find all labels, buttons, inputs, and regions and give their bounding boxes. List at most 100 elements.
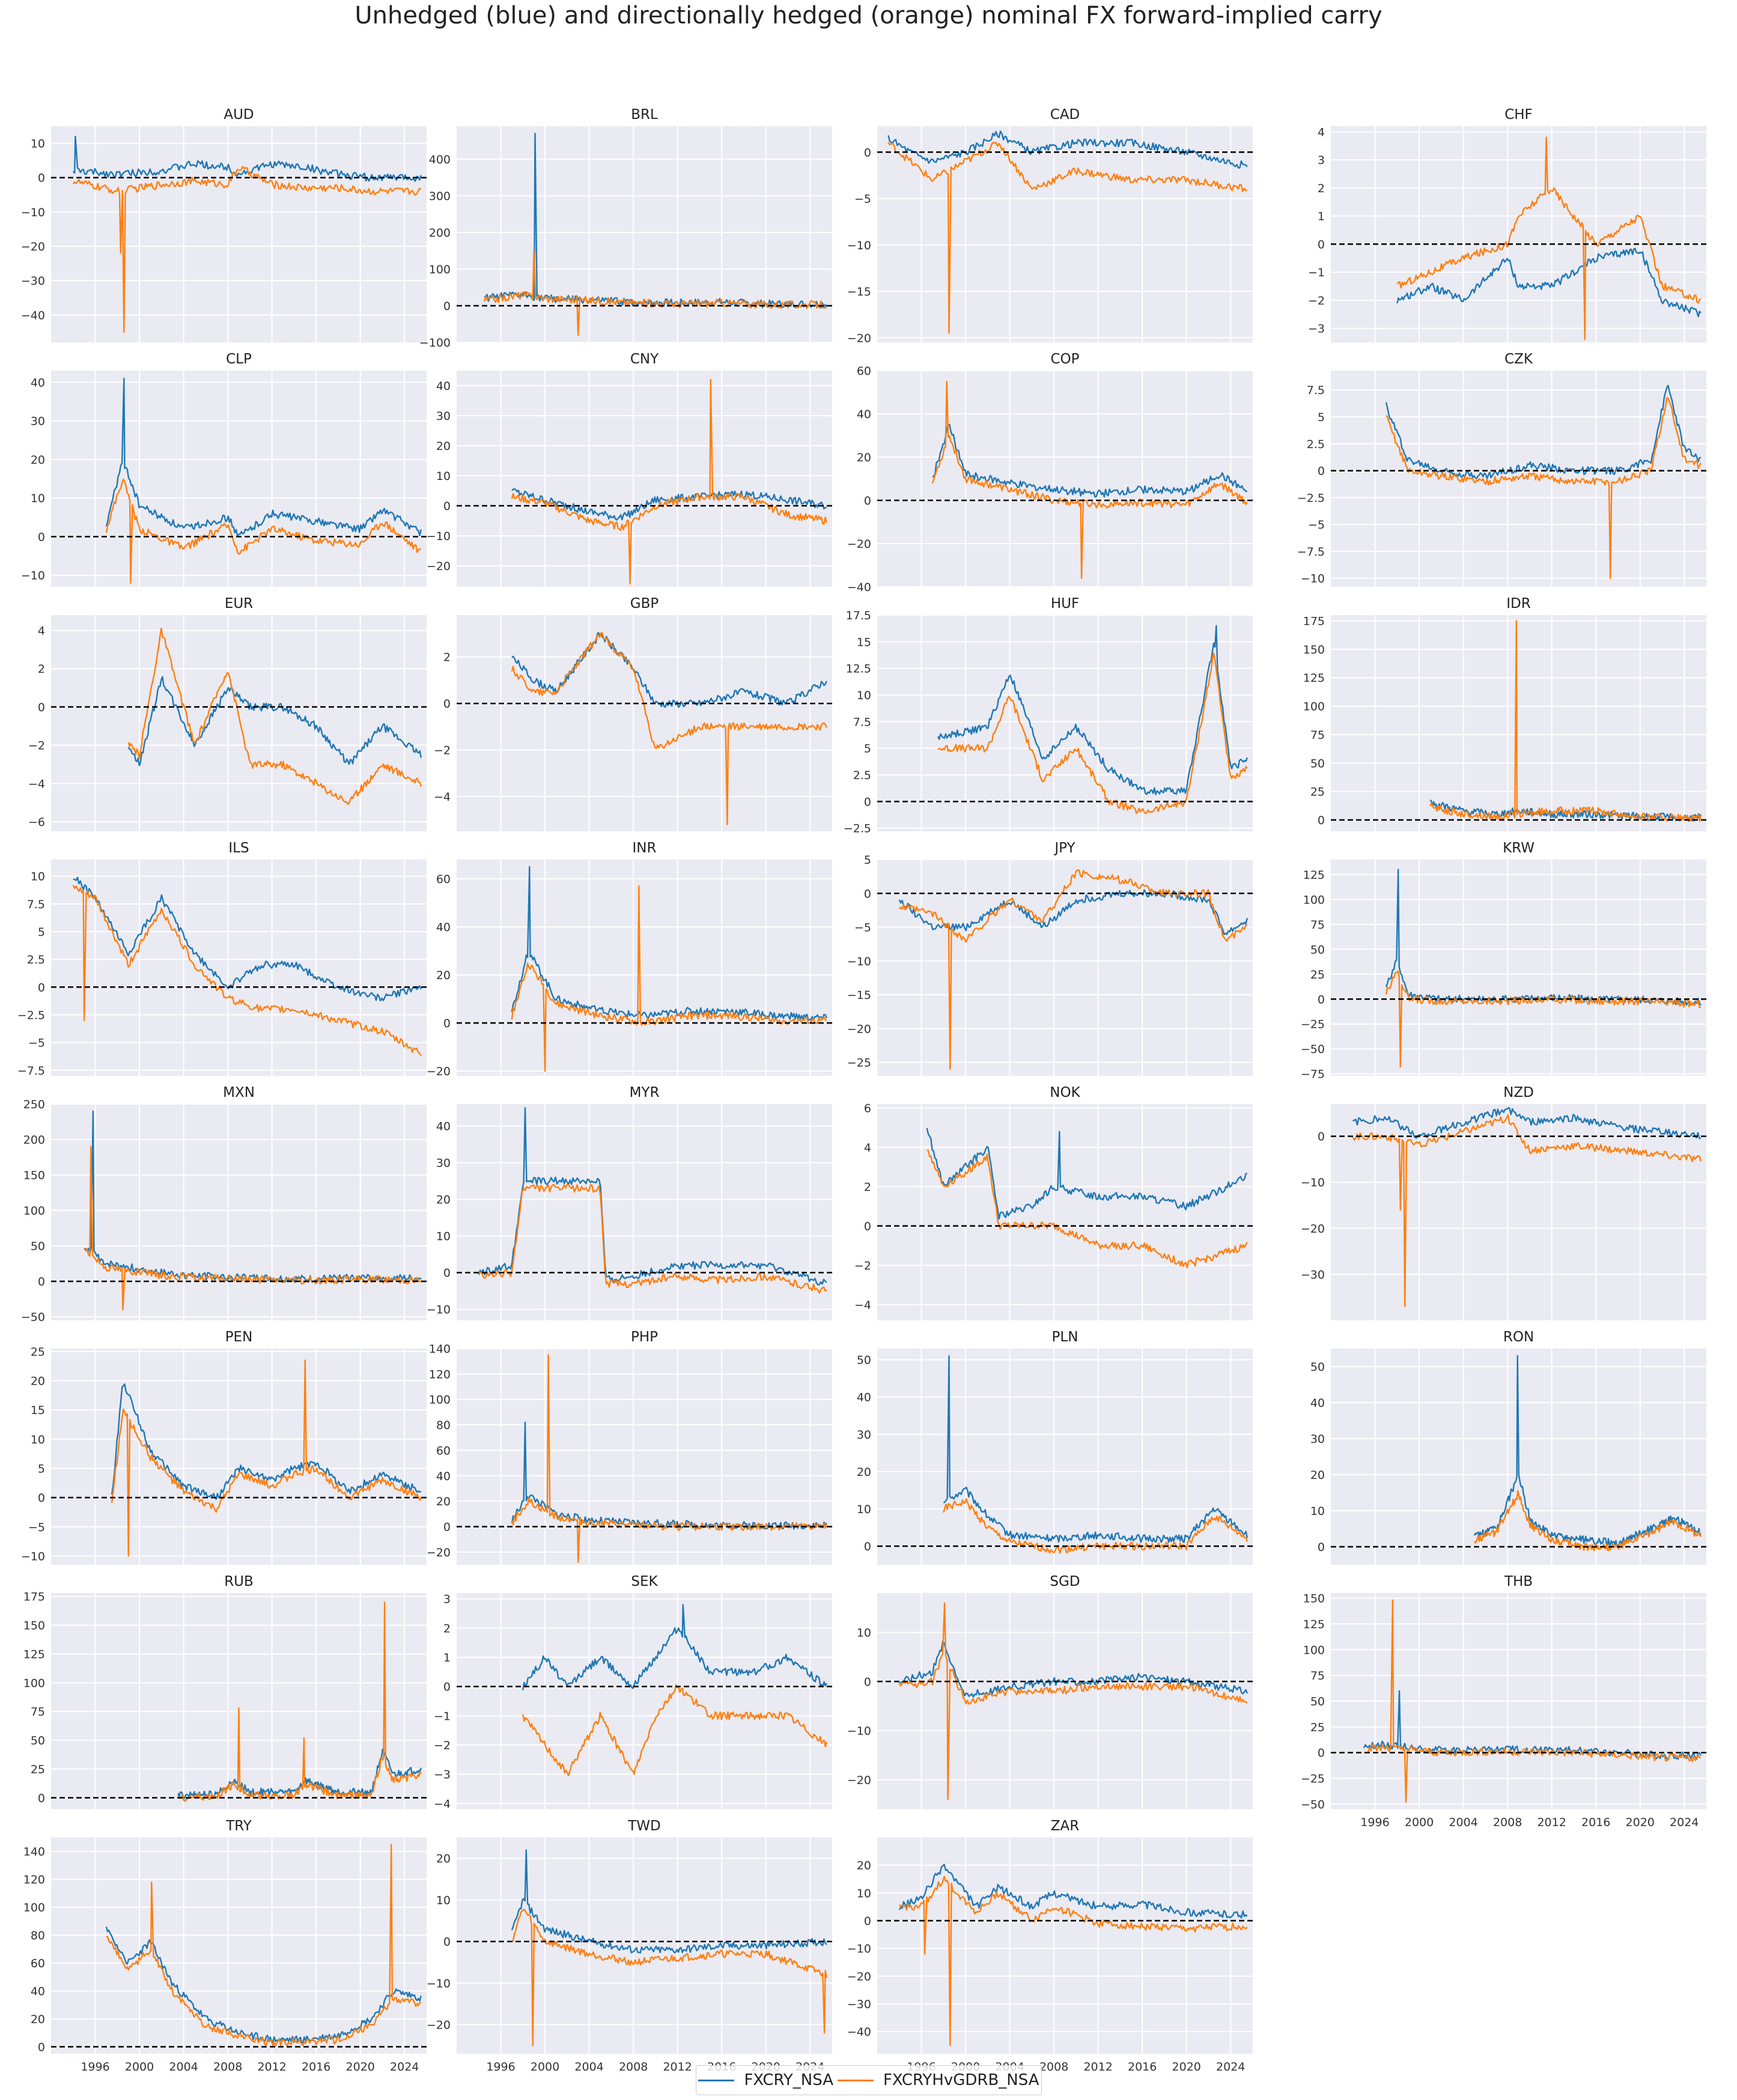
panel-nzd: 0 −10 −20 −30 NZD: [1301, 1085, 1706, 1320]
y-tick-label: −20: [847, 1022, 871, 1036]
y-tick-label: 120: [429, 1368, 451, 1381]
y-tick-label: 20: [436, 969, 451, 982]
y-tick-label: 40: [31, 376, 45, 389]
panel-gbp: 2 0 −2 −4 GBP: [434, 596, 832, 831]
y-tick-label: −20: [847, 332, 871, 345]
y-tick-label: 30: [436, 1157, 451, 1170]
y-tick-label: 4: [38, 624, 45, 637]
series-line-unhedged: [1385, 384, 1702, 479]
y-tick-label: −1: [1308, 266, 1325, 279]
y-tick-label: 5: [864, 854, 871, 867]
y-tick-label: −2.5: [844, 822, 871, 836]
panel-cop: 60 40 20 0 −20 −40 COP: [847, 351, 1253, 594]
y-tick-label: 15: [857, 636, 871, 649]
y-tick-label: 1: [443, 1651, 451, 1665]
panel-title-aud: AUD: [224, 107, 254, 123]
y-tick-label: 20: [436, 1495, 451, 1508]
y-tick-label: 5: [38, 1462, 45, 1475]
x-tick-label: 2024: [1216, 2060, 1245, 2074]
y-tick-label: −2.5: [17, 1009, 45, 1022]
y-tick-label: 2: [443, 1622, 451, 1635]
plot-area: [937, 625, 1248, 815]
y-tick-label: 10: [857, 1626, 871, 1639]
panel-clp: 40 30 20 10 0 −10 CLP: [21, 351, 427, 587]
gridlines: [457, 371, 832, 587]
plot-area: [127, 627, 422, 805]
y-tick-label: 2: [38, 663, 45, 676]
y-tick-label: 6: [864, 1102, 871, 1115]
panel-brl: 400 300 200 100 0 −100 BRL: [419, 107, 832, 350]
y-tick-label: 30: [857, 1428, 871, 1442]
y-tick-label: −4: [434, 1797, 451, 1810]
y-tick-label: 100: [1303, 893, 1325, 906]
panel-title-chf: CHF: [1504, 107, 1533, 123]
y-tick-label: −10: [847, 1943, 871, 1956]
y-tick-label: −25: [1301, 1018, 1325, 1031]
series-line-hedged: [511, 1354, 827, 1563]
y-tick-label: −20: [427, 560, 451, 573]
y-tick-label: 125: [1303, 869, 1325, 882]
y-tick-label: 2.5: [27, 953, 45, 967]
y-tick-label: 0: [443, 1681, 451, 1694]
x-tick-label: 2020: [1626, 1816, 1655, 1829]
y-tick-label: 0: [864, 1220, 871, 1233]
y-tick-label: 0: [443, 500, 451, 513]
series-line-hedged: [1396, 136, 1702, 341]
y-tick-label: 120: [23, 1874, 45, 1887]
y-tick-label: 10: [857, 689, 871, 702]
x-tick-label: 1996: [1360, 1816, 1389, 1829]
y-tick-label: 100: [429, 1394, 451, 1407]
gridlines: [877, 1104, 1253, 1320]
y-tick-label: −10: [847, 239, 871, 252]
series-line-hedged: [72, 166, 422, 333]
panel-background: [51, 860, 427, 1076]
plot-area: [105, 1844, 422, 2047]
panel-background: [51, 1349, 427, 1565]
y-tick-label: 100: [429, 263, 451, 276]
panel-title-nzd: NZD: [1503, 1085, 1534, 1100]
panel-title-myr: MYR: [630, 1085, 660, 1100]
panel-cny: 40 30 20 10 0 −10 −20 CNY: [427, 351, 832, 587]
panel-background: [51, 615, 427, 831]
y-tick-label: 200: [429, 226, 451, 240]
y-tick-label: 30: [436, 410, 451, 423]
y-tick-label: 10: [31, 492, 45, 505]
y-tick-label: 50: [31, 1240, 45, 1253]
y-tick-label: 60: [857, 365, 871, 378]
x-tick-label: 2008: [619, 2060, 648, 2074]
series-line-hedged: [1352, 1114, 1702, 1308]
y-tick-label: −20: [427, 2019, 451, 2032]
panel-inr: 60 40 20 0 −20 INR: [427, 840, 832, 1078]
panel-background: [877, 1838, 1253, 2054]
y-tick-label: −20: [1301, 1222, 1325, 1236]
series-line-unhedged: [932, 423, 1248, 498]
x-tick-label: 2020: [346, 2060, 375, 2074]
y-tick-label: 60: [436, 1444, 451, 1457]
x-tick-label: 2008: [213, 2060, 242, 2074]
series-line-hedged: [478, 1183, 827, 1294]
y-tick-label: 0: [1318, 238, 1325, 251]
y-tick-label: 0: [864, 494, 871, 508]
y-tick-label: −5: [854, 193, 871, 206]
x-tick-label: 2016: [302, 2060, 330, 2074]
series-line-hedged: [898, 1875, 1248, 2047]
gridlines: [51, 1838, 427, 2054]
y-tick-label: 50: [31, 1734, 45, 1747]
y-tick-label: 30: [31, 415, 45, 428]
series-line-unhedged: [511, 866, 827, 1021]
y-tick-label: 10: [436, 1894, 451, 1907]
y-tick-label: −20: [847, 1774, 871, 1787]
y-tick-label: −7.5: [1297, 545, 1325, 559]
y-tick-label: 7.5: [1307, 384, 1325, 397]
y-tick-label: 40: [31, 1985, 45, 1998]
y-tick-label: 300: [429, 190, 451, 203]
series-line-hedged: [72, 884, 422, 1056]
y-tick-label: −10: [427, 1303, 451, 1317]
y-tick-label: 0: [443, 1935, 451, 1949]
panel-background: [457, 371, 832, 587]
x-tick-label: 2004: [574, 2060, 603, 2074]
series-line-unhedged: [522, 1604, 827, 1690]
series-line-hedged: [898, 1602, 1248, 1800]
plot-area: [943, 1355, 1248, 1554]
panel-background: [1331, 860, 1706, 1076]
